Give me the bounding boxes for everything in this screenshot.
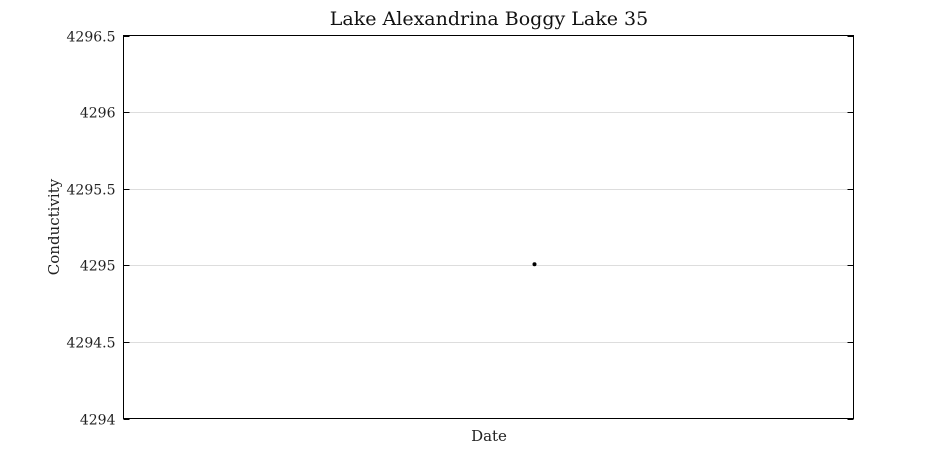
grid-lines	[123, 112, 854, 343]
y-tick-label: 4294.5	[67, 336, 116, 352]
y-tick-label: 4294	[80, 413, 116, 429]
y-axis-ticks: 4294 4294.5 4295 4295.5 4296 4296.5	[67, 30, 854, 429]
y-tick-label: 4295	[80, 259, 116, 275]
x-axis-label: Date	[471, 427, 507, 445]
y-tick-label: 4296.5	[67, 30, 116, 46]
plot-area	[123, 35, 854, 419]
y-tick-label: 4295.5	[67, 183, 116, 199]
data-point	[532, 262, 537, 267]
y-tick-label: 4296	[80, 106, 116, 122]
chart-title: Lake Alexandrina Boggy Lake 35	[330, 8, 648, 30]
y-axis-label: Conductivity	[45, 178, 63, 275]
data-points	[532, 262, 537, 267]
